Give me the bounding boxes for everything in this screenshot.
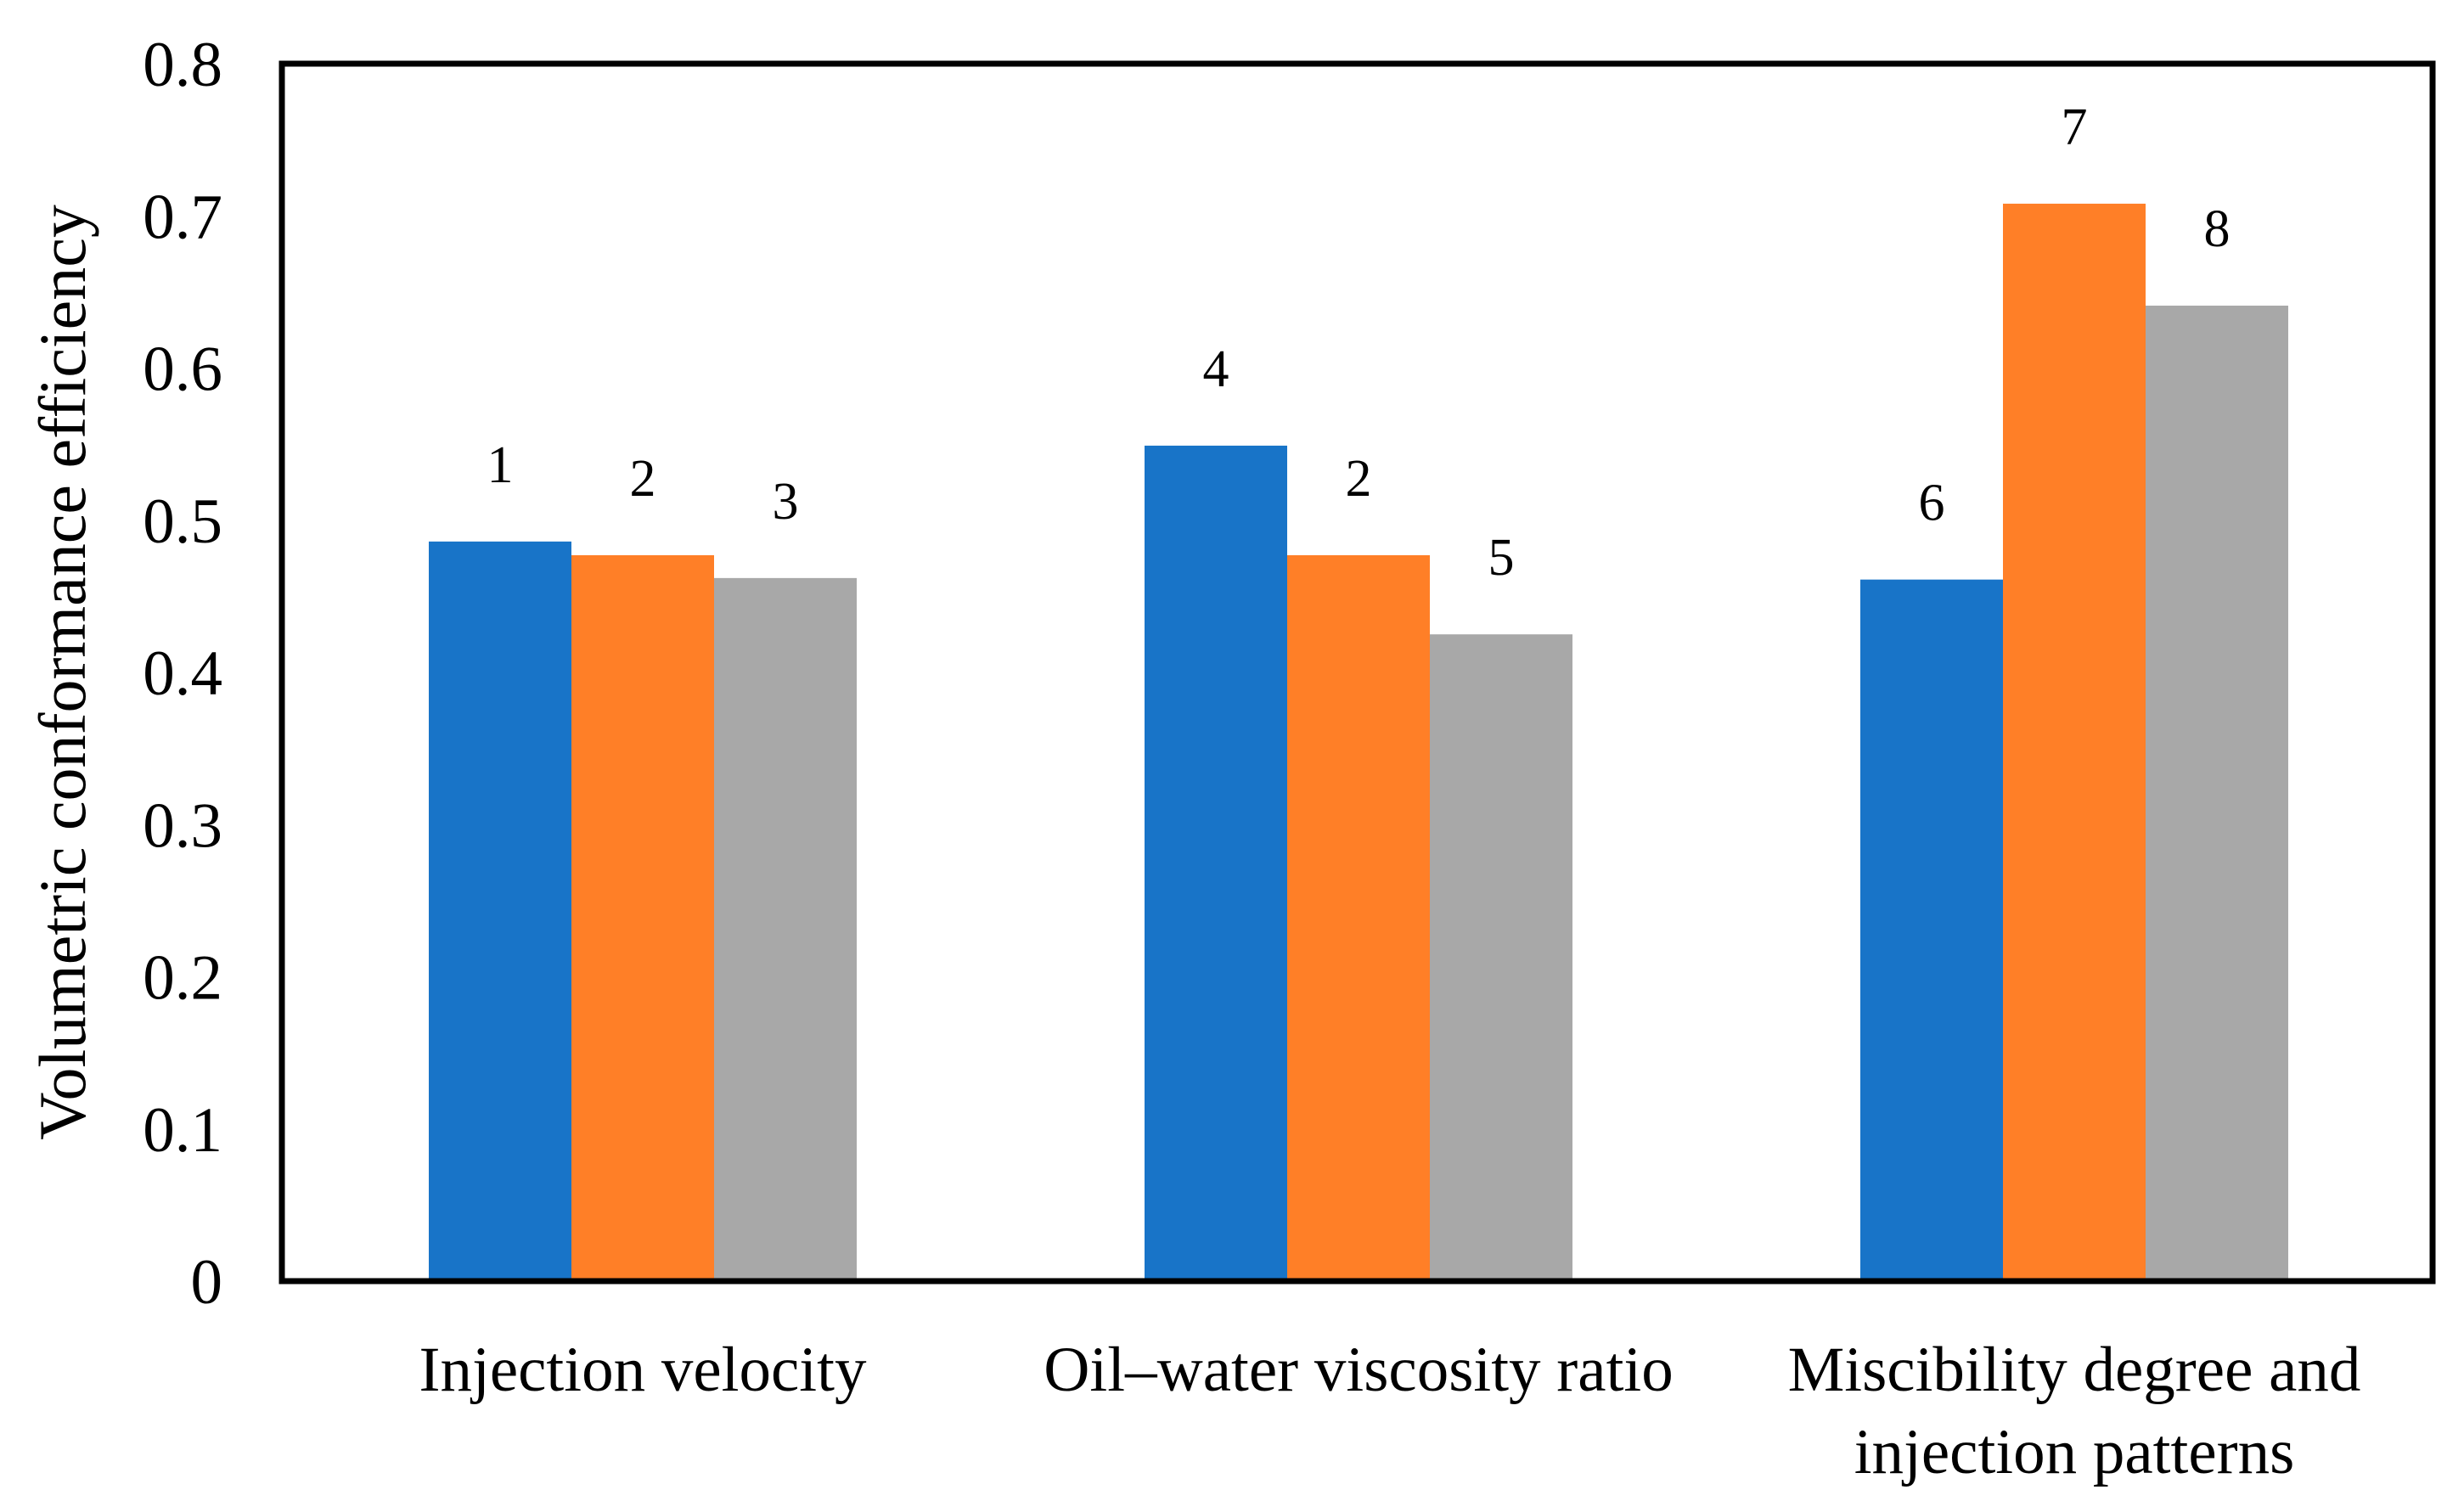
bar <box>1145 445 1287 1281</box>
data-label: 5 <box>1488 529 1515 587</box>
data-label: 6 <box>1919 475 1945 532</box>
y-axis-label: Volumetric conformance efficiency <box>25 205 99 1140</box>
bar <box>2146 306 2288 1281</box>
bar <box>714 577 857 1281</box>
y-tick-label: 0.1 <box>143 1095 222 1166</box>
bar <box>571 554 714 1281</box>
data-label: 2 <box>1346 450 1372 508</box>
data-label: 2 <box>630 450 656 508</box>
y-tick-label: 0 <box>191 1247 223 1318</box>
data-label: 4 <box>1203 340 1229 398</box>
y-tick-label: 0.5 <box>143 486 222 557</box>
y-tick-label: 0.6 <box>143 334 222 405</box>
x-tick-label: injection patterns <box>1854 1417 2295 1487</box>
y-tick-label: 0.8 <box>143 30 222 100</box>
y-tick-label: 0.2 <box>143 943 222 1014</box>
y-tick-label: 0.7 <box>143 182 222 252</box>
x-tick-label: Injection velocity <box>419 1335 867 1405</box>
data-label: 7 <box>2062 98 2088 156</box>
x-tick-label: Miscibility degree and <box>1788 1335 2361 1405</box>
bar <box>1860 579 2003 1281</box>
bar <box>2003 203 2146 1281</box>
bar <box>1430 634 1572 1281</box>
y-tick-label: 0.4 <box>143 638 222 709</box>
bar <box>1287 554 1430 1281</box>
plot-frame <box>278 60 2436 1285</box>
data-label: 1 <box>487 436 514 494</box>
y-tick-label: 0.3 <box>143 790 222 861</box>
data-label: 3 <box>773 473 799 531</box>
bar <box>429 541 571 1281</box>
data-label: 8 <box>2204 200 2231 258</box>
x-tick-label: Oil–water viscosity ratio <box>1044 1335 1674 1405</box>
